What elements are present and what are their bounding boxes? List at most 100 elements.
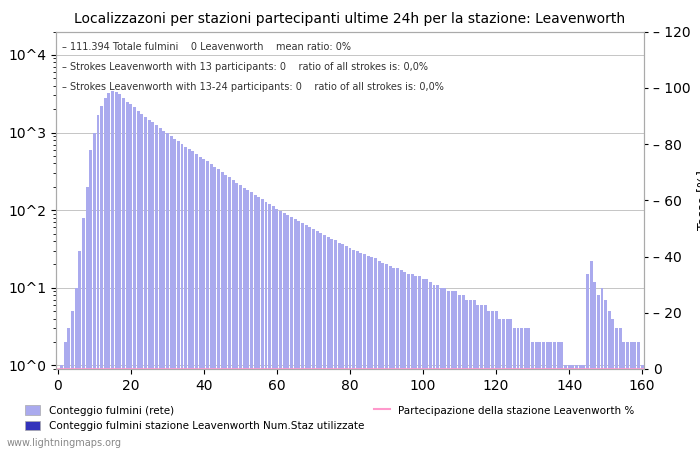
- Bar: [166, 133, 169, 450]
- Bar: [151, 122, 154, 450]
- Bar: [528, 328, 531, 450]
- Bar: [214, 167, 216, 450]
- Bar: [133, 108, 136, 450]
- Bar: [535, 342, 538, 450]
- Bar: [206, 162, 209, 450]
- Bar: [498, 319, 501, 450]
- Bar: [122, 98, 125, 450]
- Bar: [608, 311, 611, 450]
- Bar: [589, 261, 592, 450]
- Bar: [393, 268, 395, 450]
- Legend: Conteggio fulmini (rete), Conteggio fulmini stazione Leavenworth Num.Staz utiliz: Conteggio fulmini (rete), Conteggio fulm…: [20, 401, 639, 435]
- Bar: [400, 270, 402, 450]
- Bar: [505, 319, 508, 450]
- Bar: [67, 328, 70, 450]
- Bar: [283, 213, 286, 450]
- Bar: [531, 342, 534, 450]
- Bar: [126, 102, 129, 450]
- Bar: [396, 268, 399, 450]
- Bar: [202, 159, 205, 450]
- Bar: [85, 187, 88, 450]
- Bar: [517, 328, 519, 450]
- Bar: [520, 328, 523, 450]
- Bar: [272, 207, 275, 450]
- Bar: [89, 150, 92, 450]
- Bar: [345, 246, 348, 450]
- Bar: [382, 263, 384, 450]
- Bar: [327, 237, 330, 450]
- Bar: [509, 319, 512, 450]
- Bar: [57, 373, 60, 450]
- Bar: [356, 251, 359, 450]
- Bar: [469, 300, 472, 450]
- Bar: [115, 92, 118, 450]
- Bar: [601, 288, 603, 450]
- Bar: [239, 185, 242, 450]
- Bar: [561, 342, 564, 450]
- Bar: [220, 172, 223, 450]
- Bar: [454, 291, 457, 450]
- Bar: [294, 219, 297, 450]
- Bar: [316, 231, 318, 450]
- Bar: [75, 288, 78, 450]
- Bar: [466, 300, 468, 450]
- Bar: [228, 177, 231, 450]
- Bar: [100, 106, 103, 450]
- Bar: [473, 300, 475, 450]
- Bar: [502, 319, 505, 450]
- Bar: [597, 295, 600, 450]
- Bar: [162, 131, 165, 450]
- Bar: [188, 148, 191, 450]
- Bar: [553, 342, 556, 450]
- Bar: [108, 93, 111, 450]
- Bar: [538, 342, 541, 450]
- Bar: [118, 94, 121, 450]
- Bar: [276, 208, 279, 450]
- Bar: [199, 157, 202, 450]
- Bar: [169, 136, 172, 450]
- Bar: [484, 305, 486, 450]
- Bar: [491, 311, 494, 450]
- Bar: [60, 365, 63, 450]
- Bar: [477, 305, 480, 450]
- Bar: [232, 180, 235, 450]
- Bar: [210, 164, 213, 450]
- Bar: [487, 311, 490, 450]
- Bar: [433, 284, 435, 450]
- Bar: [298, 221, 300, 450]
- Bar: [104, 98, 107, 450]
- Bar: [524, 328, 527, 450]
- Bar: [268, 204, 271, 450]
- Bar: [568, 365, 570, 450]
- Bar: [159, 128, 162, 450]
- Bar: [458, 295, 461, 450]
- Bar: [564, 365, 567, 450]
- Text: www.lightningmaps.org: www.lightningmaps.org: [7, 437, 122, 447]
- Bar: [447, 291, 450, 450]
- Bar: [177, 141, 180, 450]
- Bar: [148, 120, 150, 450]
- Bar: [389, 266, 391, 450]
- Bar: [334, 240, 337, 450]
- Bar: [645, 365, 648, 450]
- Bar: [265, 202, 267, 450]
- Bar: [173, 139, 176, 450]
- Bar: [246, 190, 249, 450]
- Bar: [78, 251, 81, 450]
- Bar: [444, 288, 447, 450]
- Bar: [626, 342, 629, 450]
- Bar: [425, 279, 428, 450]
- Bar: [243, 188, 246, 450]
- Bar: [542, 342, 545, 450]
- Bar: [630, 342, 633, 450]
- Bar: [257, 197, 260, 450]
- Bar: [225, 175, 228, 450]
- Bar: [330, 238, 333, 450]
- Bar: [370, 257, 373, 450]
- Bar: [192, 152, 195, 450]
- Bar: [71, 311, 74, 450]
- Bar: [367, 256, 370, 450]
- Text: – Strokes Leavenworth with 13 participants: 0    ratio of all strokes is: 0,0%: – Strokes Leavenworth with 13 participan…: [62, 62, 428, 72]
- Bar: [637, 342, 640, 450]
- Bar: [341, 244, 344, 450]
